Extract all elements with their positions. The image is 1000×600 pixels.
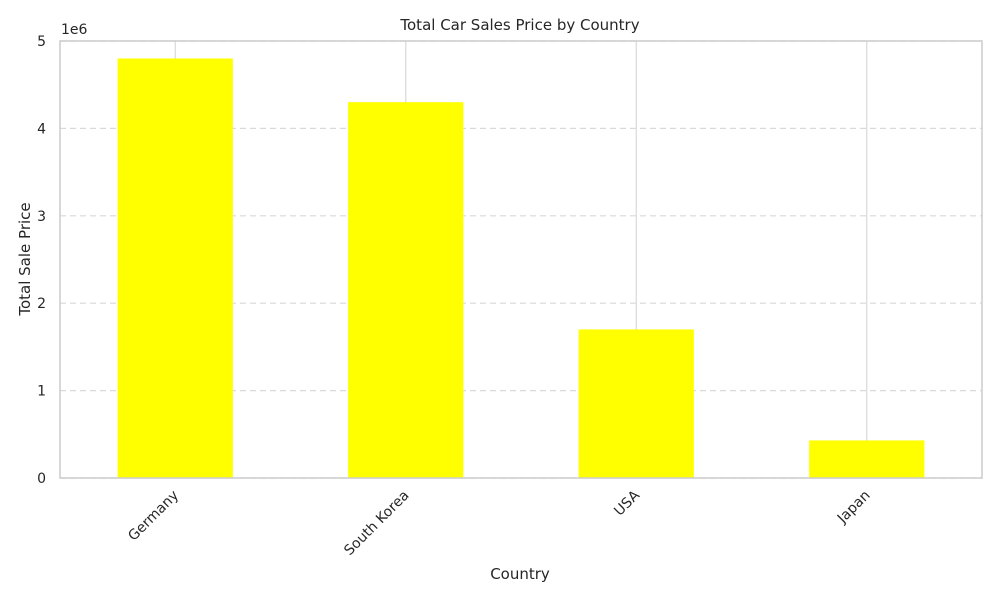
y-tick-label: 1 — [37, 384, 46, 400]
y-tick-label: 2 — [37, 296, 46, 312]
bar-japan — [809, 440, 925, 478]
y-tick-label: 3 — [37, 209, 46, 225]
bar-south-korea — [348, 102, 464, 479]
bar-usa — [578, 329, 694, 478]
chart-title: Total Car Sales Price by Country — [399, 16, 639, 34]
y-axis-label: Total Sale Price — [16, 202, 34, 316]
y-axis-offset-label: 1e6 — [61, 22, 88, 38]
y-tick-label: 0 — [37, 471, 46, 487]
y-tick-label: 4 — [37, 121, 46, 137]
y-tick-label: 5 — [37, 34, 46, 50]
plot-border — [59, 40, 983, 479]
x-axis-label: Country — [490, 565, 550, 583]
bar-germany — [117, 58, 233, 478]
